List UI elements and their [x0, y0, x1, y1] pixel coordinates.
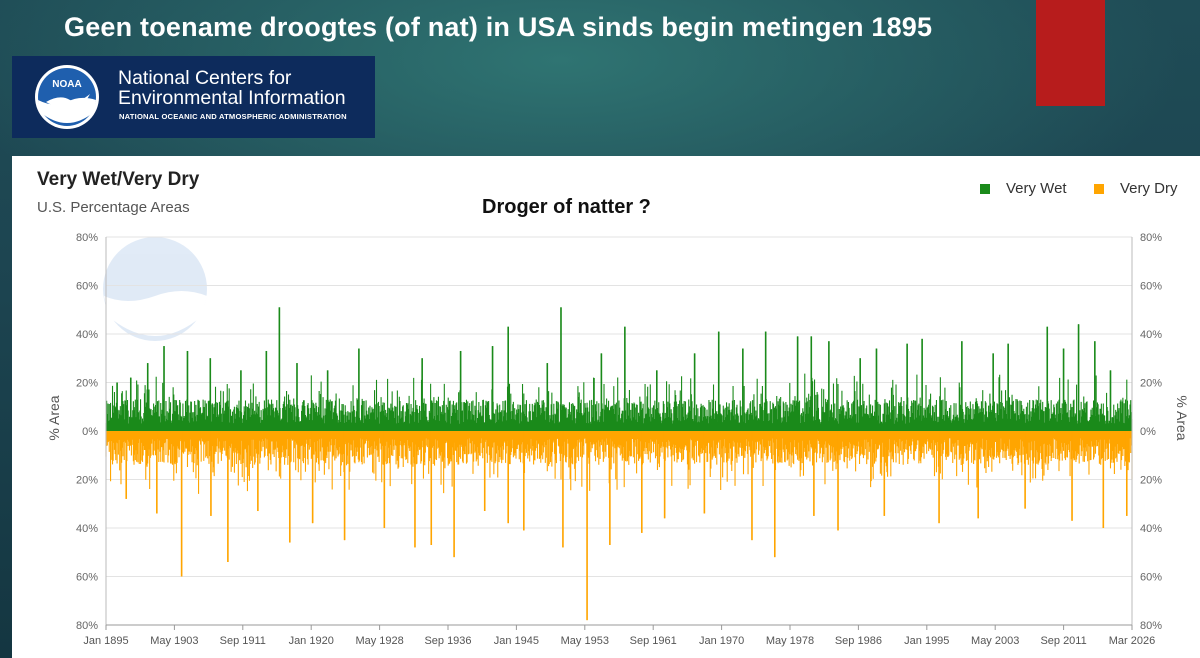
x-tick-label: May 2003: [971, 635, 1019, 647]
y-tick-label-right: 0%: [1140, 426, 1156, 438]
y-tick-label-left: 0%: [82, 426, 98, 438]
y-tick-label-left: 60%: [76, 572, 98, 584]
chart-axes: 80% 80% 60% 60% 40% 40% 20% 20% 0% 0% 20% 20% 40% 40%…: [76, 232, 1162, 647]
legend-label-very-dry: Very Dry: [1120, 180, 1178, 197]
slide-title: Geen toename droogtes (of nat) in USA si…: [64, 12, 933, 42]
x-tick-label: Sep 1961: [630, 635, 677, 647]
y-tick-label-right: 40%: [1140, 329, 1162, 341]
x-tick-label: Jan 1945: [494, 635, 539, 647]
y-tick-label-left: 20%: [76, 378, 98, 390]
red-accent-block: [1036, 0, 1105, 106]
y-tick-label-left: 40%: [76, 329, 98, 341]
y-tick-label-right: 60%: [1140, 572, 1162, 584]
series-very-dry: [105, 431, 1133, 621]
y-tick-label-left: 80%: [76, 232, 98, 244]
x-tick-label: Sep 1986: [835, 635, 882, 647]
x-tick-label: Sep 1911: [220, 635, 266, 647]
y-tick-label-left: 20%: [76, 475, 98, 487]
logo-line-3: NATIONAL OCEANIC AND ATMOSPHERIC ADMINIS…: [119, 112, 347, 121]
chart-title: Very Wet/Very Dry: [37, 169, 200, 190]
legend-swatch-very-wet: [980, 183, 990, 194]
y-tick-label-left: 40%: [76, 523, 98, 535]
legend-very-dry[interactable]: Very Dry: [1094, 180, 1178, 197]
logo-line-1: National Centers for: [118, 67, 292, 89]
x-tick-label: Sep 1936: [424, 635, 471, 647]
y-tick-label-right: 60%: [1140, 281, 1162, 293]
ncei-logo: NOAA National Centers for Environmental …: [12, 56, 375, 138]
x-tick-label: Jan 1895: [83, 635, 128, 647]
x-tick-label: Jan 1995: [904, 635, 949, 647]
legend-very-wet[interactable]: Very Wet: [980, 180, 1067, 197]
chart-question: Droger of natter ?: [482, 196, 651, 218]
chart-plot: 80% 80% 60% 60% 40% 40% 20% 20% 0% 0% 20% 20% 40% 40%…: [76, 232, 1162, 647]
x-tick-label: Jan 1970: [699, 635, 744, 647]
y-tick-label-right: 80%: [1140, 232, 1162, 244]
legend-swatch-very-dry: [1094, 183, 1104, 194]
chart-subtitle: U.S. Percentage Areas: [37, 199, 190, 216]
y-tick-label-left: 60%: [76, 281, 98, 293]
x-tick-label: Mar 2026: [1109, 635, 1155, 647]
x-tick-label: May 1928: [355, 635, 403, 647]
y-tick-label-right: 20%: [1140, 475, 1162, 487]
logo-line-2: Environmental Information: [118, 87, 346, 109]
x-tick-label: May 1903: [150, 635, 198, 647]
bars-very-wet: [105, 307, 1133, 431]
noaa-emblem-icon: NOAA: [35, 65, 99, 129]
y-tick-label-right: 80%: [1140, 620, 1162, 632]
y-tick-label-right: 40%: [1140, 523, 1162, 535]
x-tick-label: May 1953: [561, 635, 609, 647]
series-very-wet: [105, 307, 1133, 432]
x-tick-label: Sep 2011: [1040, 635, 1086, 647]
x-tick-label: Jan 1920: [289, 635, 334, 647]
y-tick-label-right: 20%: [1140, 378, 1162, 390]
y-tick-label-left: 80%: [76, 620, 98, 632]
x-tick-label: May 1978: [766, 635, 814, 647]
legend-label-very-wet: Very Wet: [1006, 180, 1067, 197]
chart-panel: Very Wet/Very Dry U.S. Percentage Areas …: [12, 156, 1200, 658]
noaa-watermark-icon: [103, 237, 207, 341]
noaa-emblem-text: NOAA: [52, 79, 81, 90]
